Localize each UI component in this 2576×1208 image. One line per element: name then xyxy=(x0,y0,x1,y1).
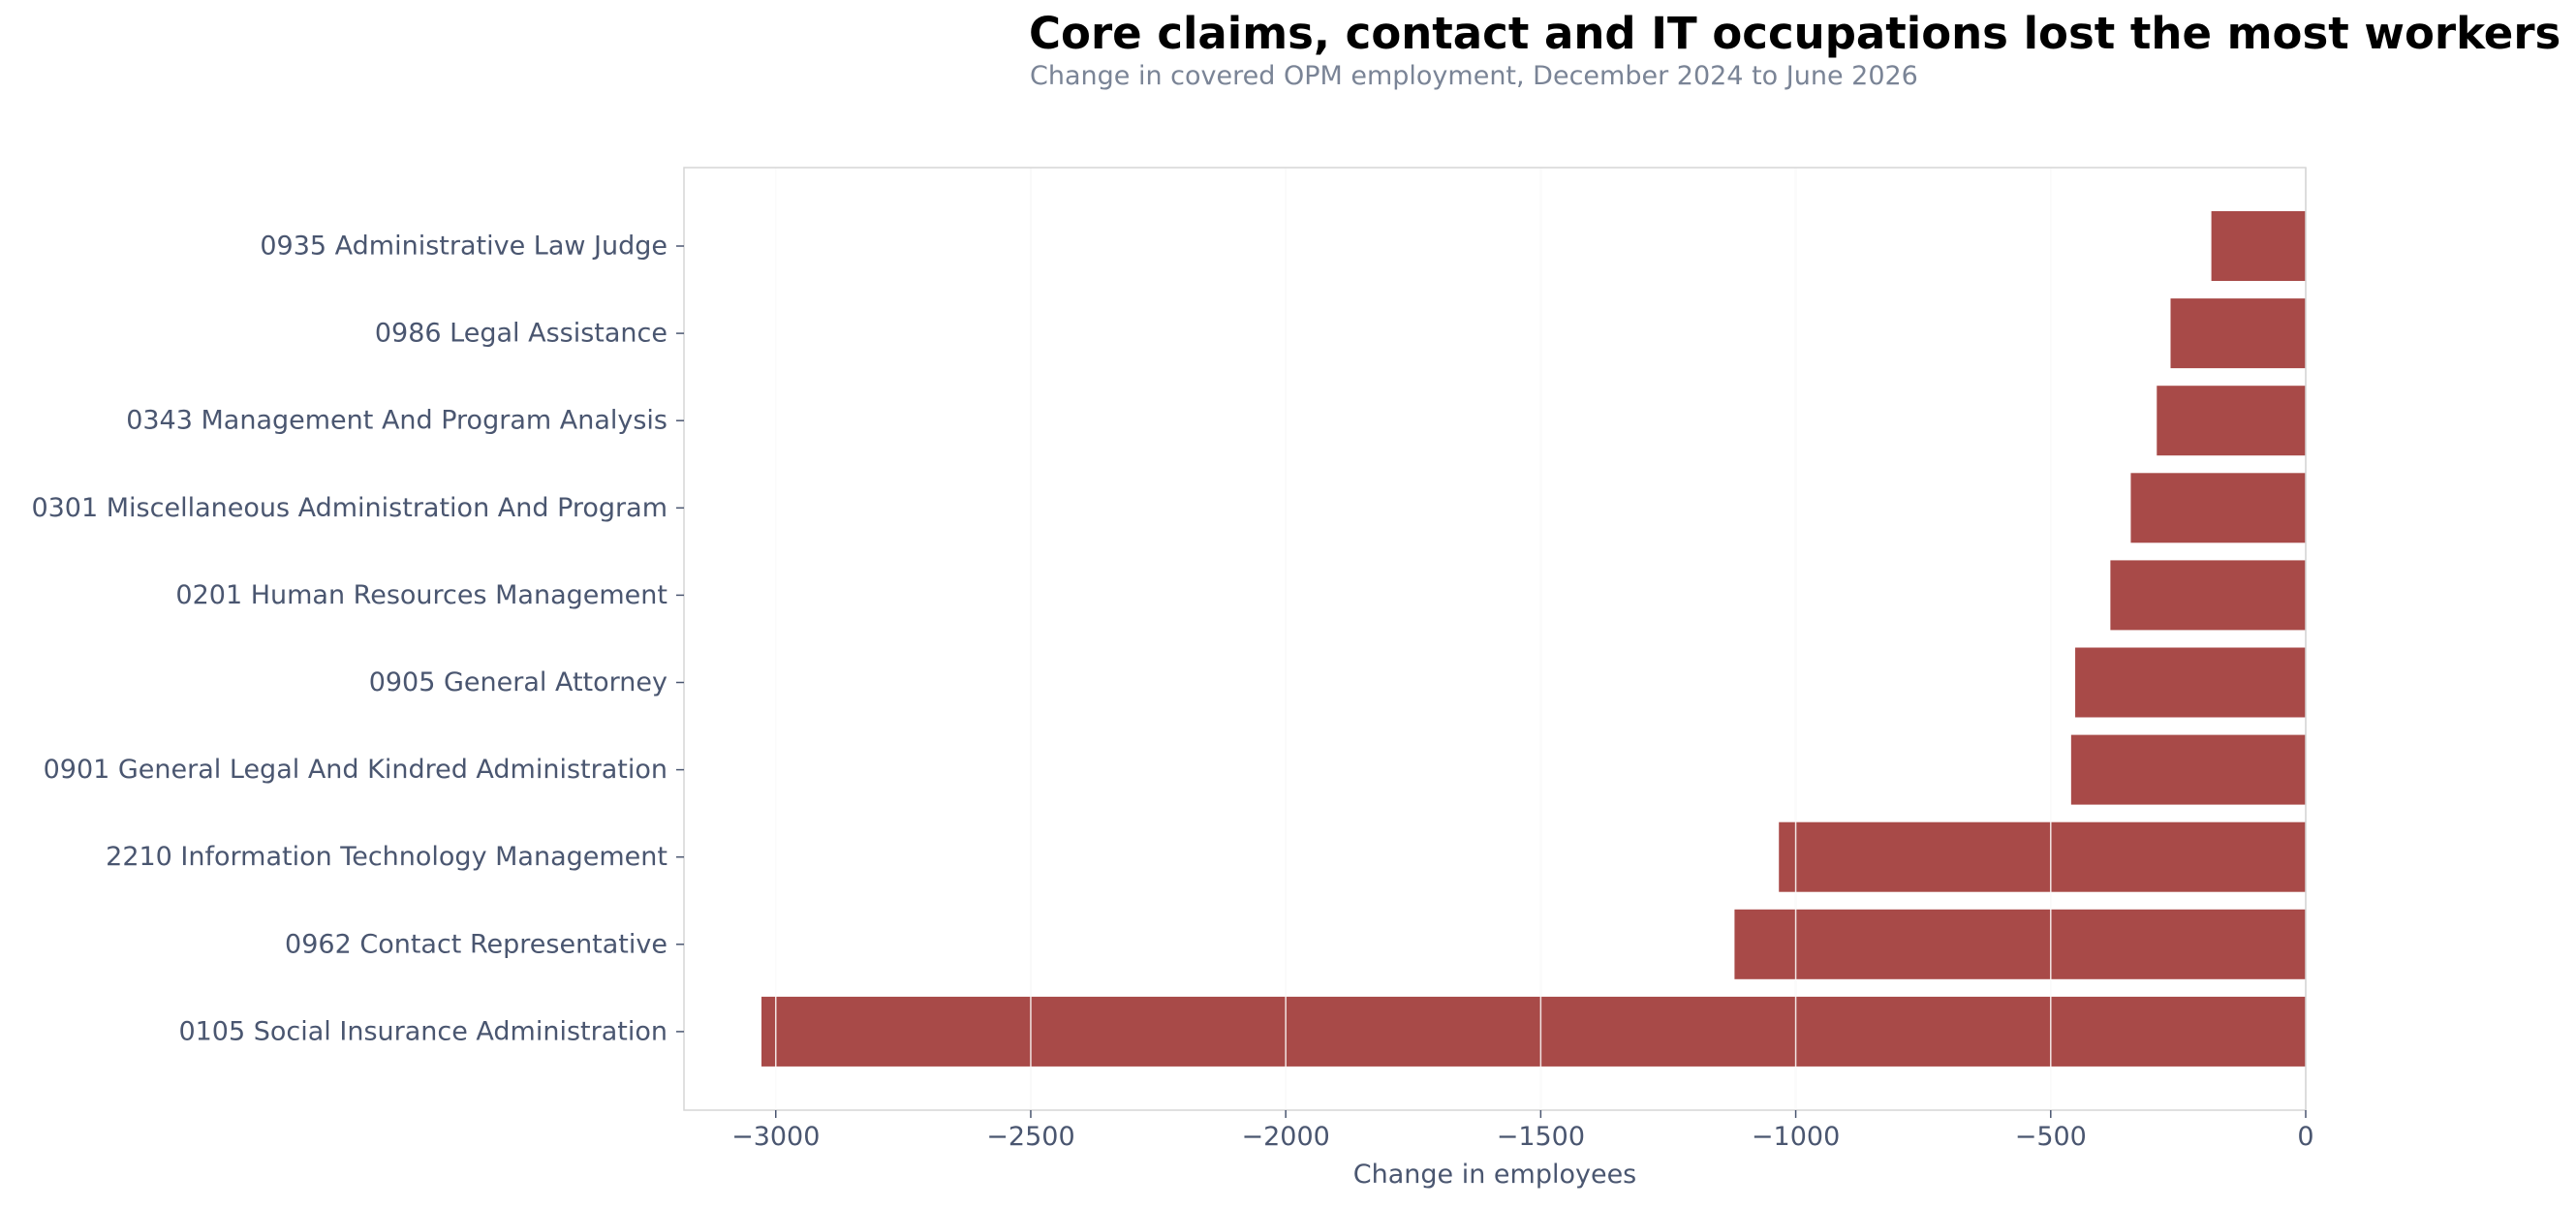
bar-layer xyxy=(761,168,2306,1110)
chart-title: Core claims, contact and IT occupations … xyxy=(1029,8,2561,59)
plot-area-frame xyxy=(683,167,2307,1111)
y-tick-label: 0986 Legal Assistance xyxy=(375,319,667,349)
y-tick-label: 0905 General Attorney xyxy=(369,667,667,697)
x-tick-label: −1000 xyxy=(1752,1122,1840,1152)
x-axis: −3000 −2500 −2000 −1500 −1000 −500 0 xyxy=(731,1110,2314,1152)
bar xyxy=(1779,821,2306,892)
bar xyxy=(2075,647,2306,718)
bar xyxy=(1734,909,2306,979)
y-tick-label: 0901 General Legal And Kindred Administr… xyxy=(44,755,667,785)
x-tick-label: −2500 xyxy=(986,1122,1074,1152)
y-tick-label: 0343 Management And Program Analysis xyxy=(126,406,667,436)
bar xyxy=(2110,560,2306,631)
y-tick-label: 0935 Administrative Law Judge xyxy=(260,232,667,262)
bar xyxy=(2211,211,2306,281)
y-tick-label: 0201 Human Resources Management xyxy=(175,580,667,610)
y-tick-label: 0105 Social Insurance Administration xyxy=(178,1016,667,1046)
x-tick-label: −1500 xyxy=(1497,1122,1585,1152)
y-axis: 0935 Administrative Law Judge 0986 Legal … xyxy=(31,232,684,1046)
chart-subtitle: Change in covered OPM employment, Decemb… xyxy=(1030,61,1918,91)
y-tick-label: 0962 Contact Representative xyxy=(285,929,667,959)
x-tick-label: 0 xyxy=(2297,1122,2313,1152)
bar xyxy=(2170,298,2306,369)
y-tick-label: 2210 Information Technology Management xyxy=(106,842,667,872)
y-tick-label: 0301 Miscellaneous Administration And Pr… xyxy=(31,493,667,523)
bar xyxy=(761,996,2306,1067)
x-axis-title: Change in employees xyxy=(1353,1160,1637,1190)
bar xyxy=(2070,734,2306,805)
x-tick-label: −500 xyxy=(2015,1122,2087,1152)
bar xyxy=(2130,473,2306,543)
bar xyxy=(2157,386,2306,456)
x-tick-label: −3000 xyxy=(731,1122,820,1152)
x-tick-label: −2000 xyxy=(1241,1122,1329,1152)
